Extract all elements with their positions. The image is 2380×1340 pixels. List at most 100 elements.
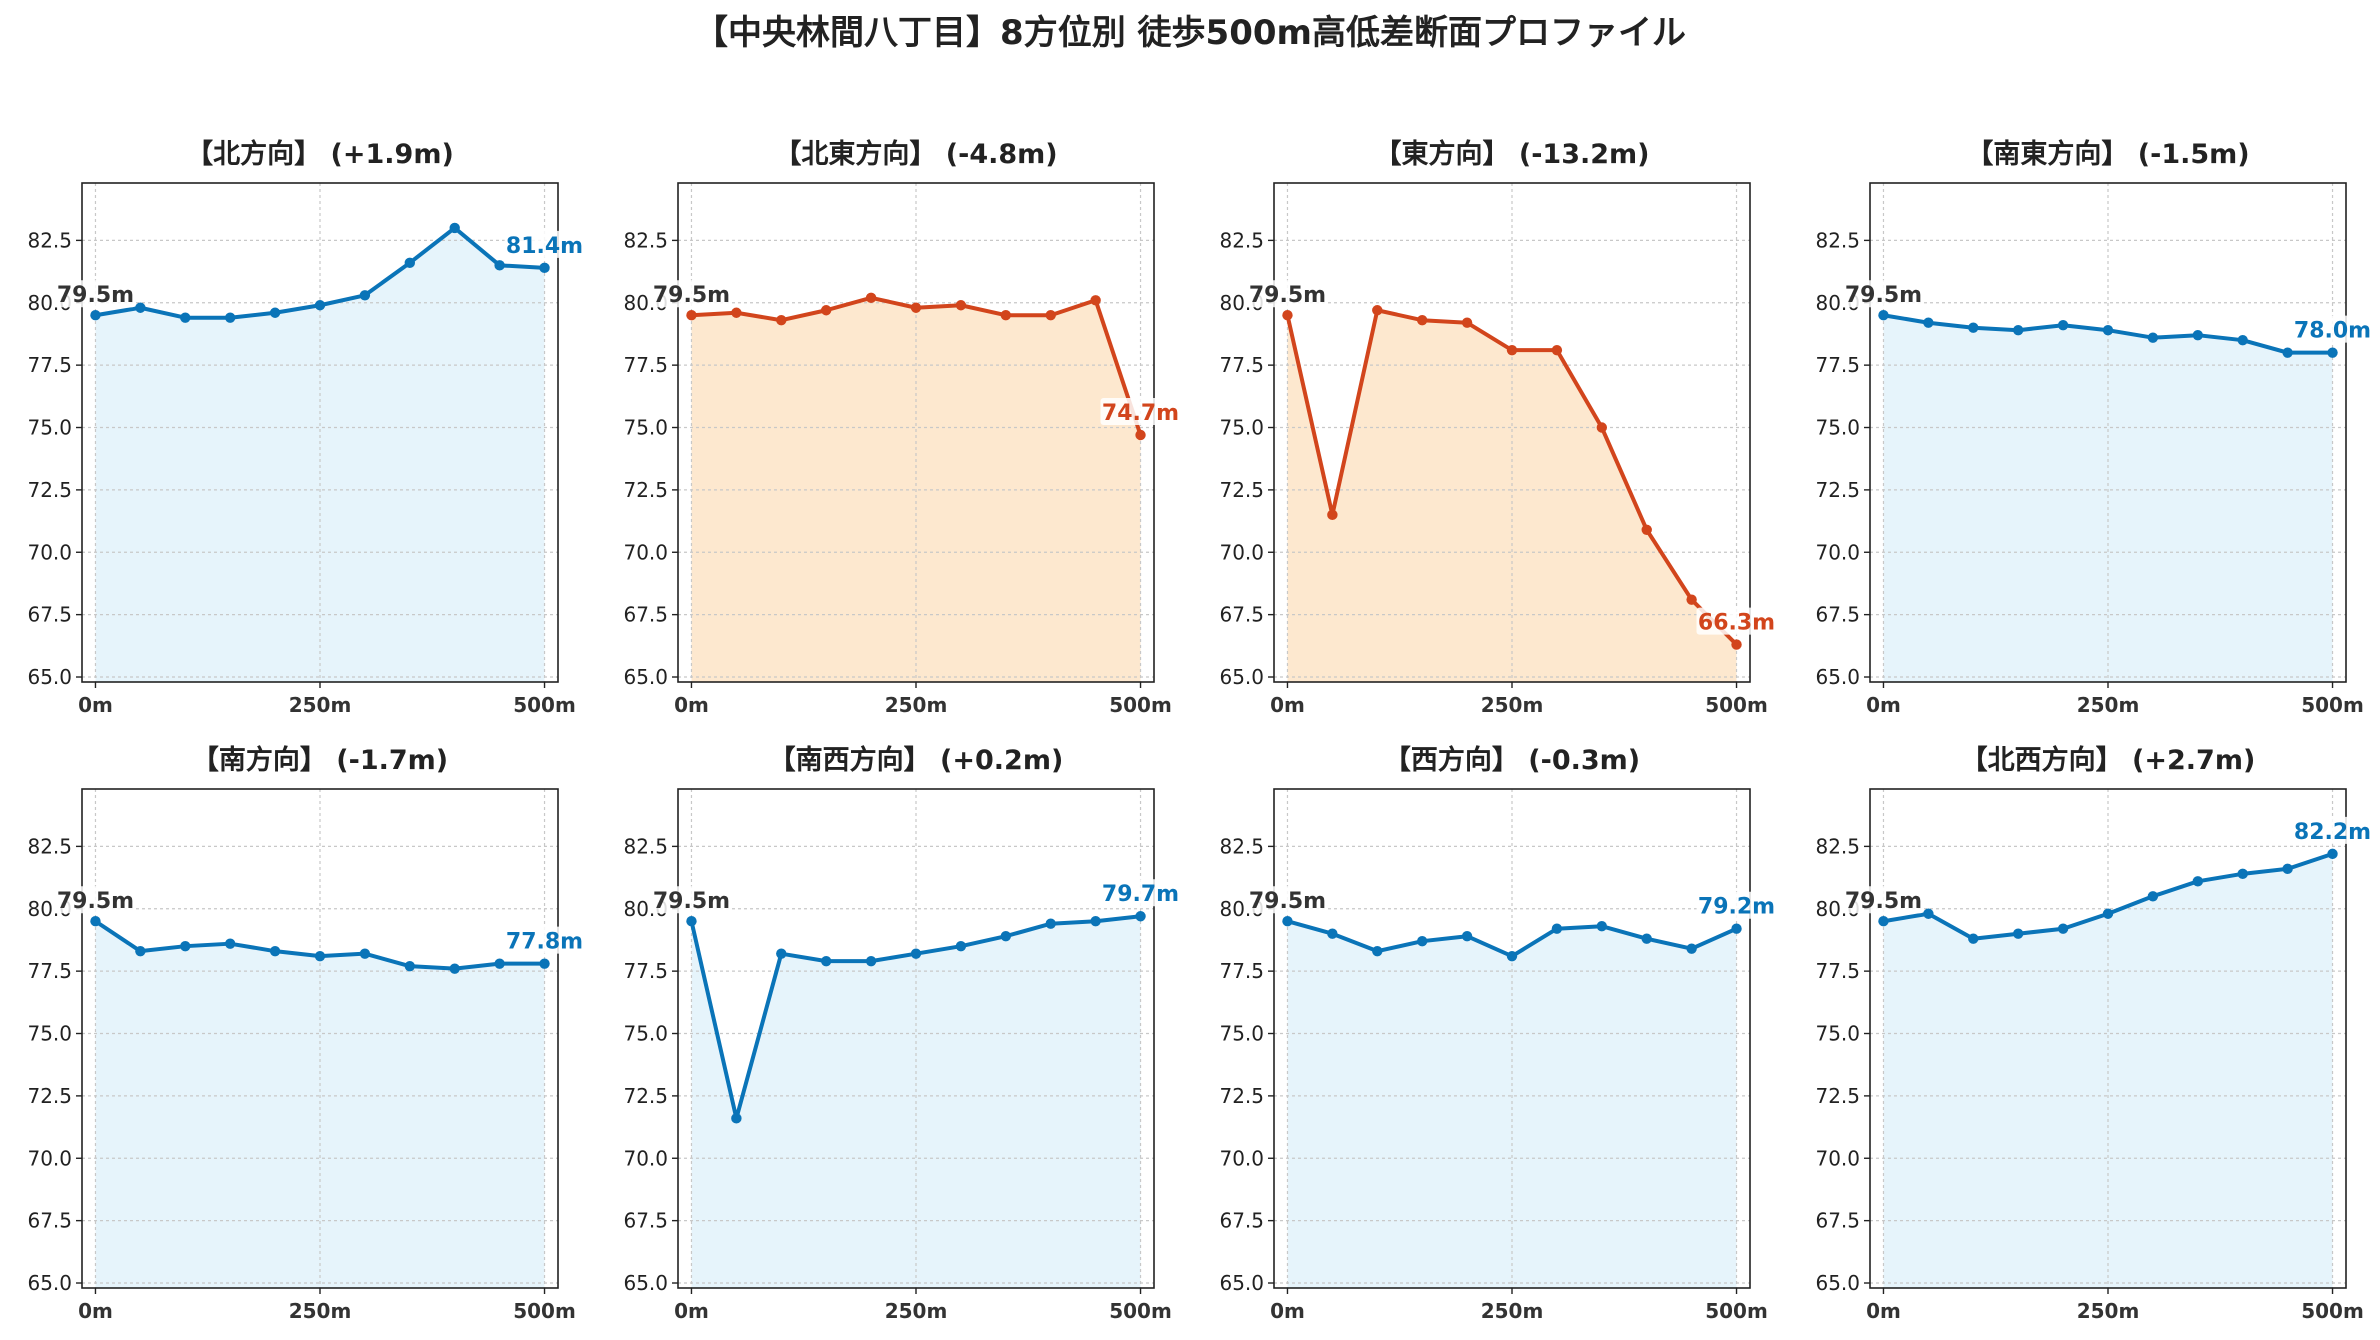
profile-point bbox=[90, 310, 101, 321]
panel-title: 【南方向】 (-1.7m) bbox=[192, 744, 448, 776]
y-tick-label: 72.5 bbox=[623, 1084, 668, 1108]
y-tick-label: 67.5 bbox=[27, 1209, 72, 1233]
y-tick-label: 70.0 bbox=[1219, 1146, 1264, 1170]
profile-point bbox=[1641, 524, 1652, 536]
y-tick-label: 77.5 bbox=[1219, 353, 1264, 377]
y-tick-label: 67.5 bbox=[27, 603, 72, 627]
y-tick-label: 67.5 bbox=[1219, 603, 1264, 627]
x-tick-label: 250m bbox=[1481, 693, 1544, 717]
profile-panel-8: 【北西方向】 (+2.7m)65.067.570.072.575.077.580… bbox=[1815, 744, 2373, 1323]
x-tick-label: 250m bbox=[885, 1299, 948, 1323]
y-tick-label: 72.5 bbox=[1815, 1084, 1860, 1108]
y-tick-label: 65.0 bbox=[27, 1271, 72, 1295]
profile-point bbox=[314, 300, 326, 311]
profile-point bbox=[1372, 305, 1383, 316]
panel-title: 【南東方向】 (-1.5m) bbox=[1966, 138, 2249, 170]
end-elevation-label: 78.0m bbox=[2294, 319, 2371, 344]
y-tick-label: 67.5 bbox=[623, 603, 668, 627]
profile-point bbox=[686, 310, 697, 321]
y-tick-label: 70.0 bbox=[1815, 1146, 1860, 1170]
area-fill bbox=[95, 921, 545, 1288]
y-tick-label: 65.0 bbox=[1219, 665, 1264, 689]
profile-point bbox=[820, 955, 832, 967]
y-tick-label: 72.5 bbox=[623, 478, 668, 502]
end-label-box bbox=[1100, 879, 1181, 907]
profile-point bbox=[1731, 923, 1742, 934]
profile-point bbox=[1327, 928, 1338, 939]
panel-title: 【南西方向】 (+0.2m) bbox=[769, 744, 1064, 776]
profile-point bbox=[731, 1113, 742, 1124]
start-label-box bbox=[1843, 886, 1924, 914]
profile-point bbox=[1282, 310, 1293, 321]
profile-point bbox=[1923, 317, 1934, 328]
end-label-box bbox=[2292, 315, 2373, 343]
x-tick-label: 0m bbox=[1866, 693, 1901, 717]
profile-point bbox=[2012, 325, 2024, 336]
end-elevation-label: 82.2m bbox=[2294, 820, 2371, 845]
y-tick-label: 75.0 bbox=[1219, 416, 1264, 440]
profile-point bbox=[494, 260, 505, 271]
y-tick-label: 65.0 bbox=[1815, 1271, 1860, 1295]
y-tick-label: 70.0 bbox=[27, 540, 72, 564]
profile-point bbox=[1135, 429, 1146, 441]
y-tick-label: 72.5 bbox=[1219, 1084, 1264, 1108]
profile-point bbox=[686, 916, 697, 927]
x-tick-label: 250m bbox=[2077, 1299, 2140, 1323]
profile-point bbox=[2327, 347, 2338, 358]
y-tick-label: 70.0 bbox=[27, 1146, 72, 1170]
profile-point bbox=[1686, 943, 1697, 954]
profile-point bbox=[1090, 916, 1101, 927]
y-tick-label: 75.0 bbox=[27, 416, 72, 440]
profile-point bbox=[820, 305, 832, 316]
profile-point bbox=[359, 948, 371, 959]
profile-point bbox=[2102, 908, 2114, 919]
profile-point bbox=[2147, 332, 2159, 343]
profile-panel-6: 【南西方向】 (+0.2m)65.067.570.072.575.077.580… bbox=[623, 744, 1181, 1323]
panel-title: 【北方向】 (+1.9m) bbox=[186, 138, 454, 170]
profile-point bbox=[1506, 950, 1518, 962]
profile-point bbox=[2327, 848, 2338, 860]
profile-point bbox=[1327, 509, 1338, 521]
y-tick-label: 82.5 bbox=[623, 834, 668, 858]
y-tick-label: 77.5 bbox=[27, 959, 72, 983]
y-tick-label: 77.5 bbox=[1219, 959, 1264, 983]
start-elevation-label: 79.5m bbox=[57, 283, 134, 308]
profile-point bbox=[494, 958, 505, 969]
profile-point bbox=[269, 945, 281, 957]
x-tick-label: 0m bbox=[1270, 1299, 1305, 1323]
profile-point bbox=[2192, 329, 2204, 341]
profile-point bbox=[776, 315, 787, 326]
y-tick-label: 67.5 bbox=[1219, 1209, 1264, 1233]
y-tick-label: 82.5 bbox=[1219, 228, 1264, 252]
x-tick-label: 250m bbox=[2077, 693, 2140, 717]
y-tick-label: 75.0 bbox=[27, 1022, 72, 1046]
profile-point bbox=[1372, 945, 1383, 957]
profile-point bbox=[2282, 347, 2293, 358]
profile-panel-3: 【東方向】 (-13.2m)65.067.570.072.575.077.580… bbox=[1219, 138, 1777, 717]
x-tick-label: 500m bbox=[1705, 1299, 1768, 1323]
y-tick-label: 65.0 bbox=[27, 665, 72, 689]
x-tick-label: 0m bbox=[1866, 1299, 1901, 1323]
start-label-box bbox=[1247, 280, 1328, 308]
y-tick-label: 65.0 bbox=[623, 1271, 668, 1295]
x-tick-label: 500m bbox=[513, 693, 576, 717]
profile-point bbox=[2282, 863, 2293, 875]
y-tick-label: 82.5 bbox=[27, 228, 72, 252]
panels: 【北方向】 (+1.9m)65.067.570.072.575.077.580.… bbox=[27, 138, 2373, 1323]
y-tick-label: 77.5 bbox=[1815, 959, 1860, 983]
profile-point bbox=[2237, 868, 2248, 880]
y-tick-label: 70.0 bbox=[623, 540, 668, 564]
y-tick-label: 70.0 bbox=[623, 1146, 668, 1170]
profile-point bbox=[2237, 334, 2248, 346]
end-elevation-label: 74.7m bbox=[1102, 401, 1179, 426]
x-tick-label: 500m bbox=[1705, 693, 1768, 717]
y-tick-label: 82.5 bbox=[1815, 228, 1860, 252]
profile-point bbox=[1000, 931, 1012, 942]
y-tick-label: 67.5 bbox=[1815, 603, 1860, 627]
profile-point bbox=[1641, 933, 1652, 944]
y-tick-label: 82.5 bbox=[1815, 834, 1860, 858]
end-elevation-label: 77.8m bbox=[506, 930, 583, 955]
end-elevation-label: 79.7m bbox=[1102, 882, 1179, 907]
profile-point bbox=[90, 916, 101, 927]
